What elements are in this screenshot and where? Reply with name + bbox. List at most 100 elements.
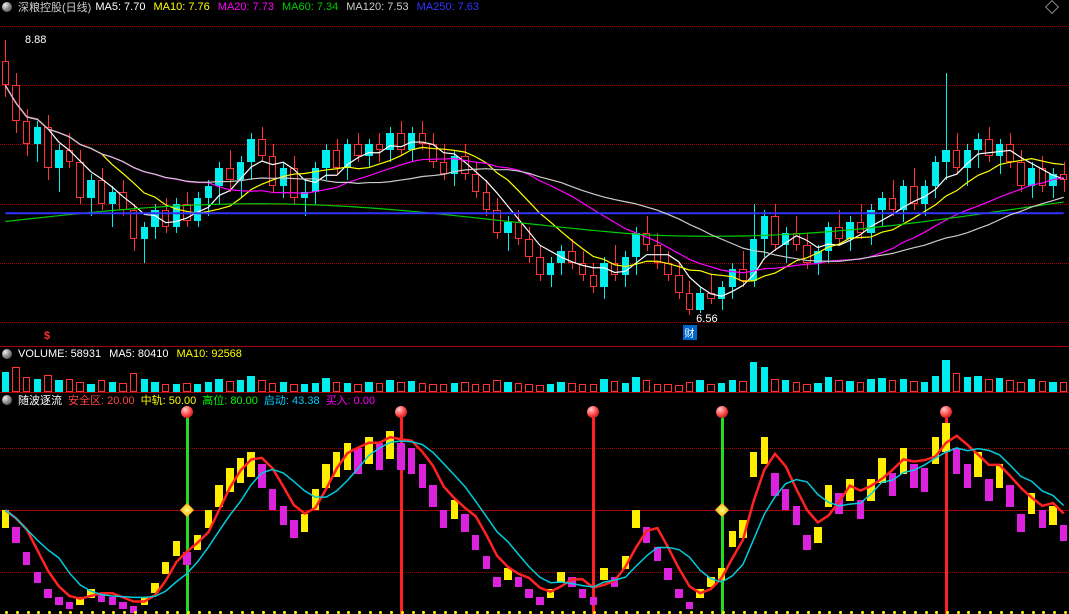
volume-bar bbox=[654, 384, 661, 392]
volume-chart-area[interactable] bbox=[0, 360, 1069, 392]
volume-bar bbox=[55, 380, 62, 392]
legend-item: MA5: 80410 bbox=[109, 348, 168, 360]
volume-bar bbox=[493, 380, 500, 392]
volume-bar bbox=[1060, 382, 1067, 392]
volume-bar bbox=[622, 383, 629, 392]
volume-bar bbox=[590, 384, 597, 392]
volume-bar bbox=[568, 383, 575, 392]
volume-bar bbox=[611, 381, 618, 392]
price-panel[interactable]: 深粮控股(日线) MA5: 7.70MA10: 7.76MA20: 7.73MA… bbox=[0, 0, 1069, 346]
indicator-toggle-icon[interactable] bbox=[2, 349, 12, 359]
legend-item: MA250: 7.63 bbox=[417, 1, 479, 13]
oscillator-panel[interactable]: 随波逐流安全区: 20.00中轨: 50.00高位: 80.00启动: 43.3… bbox=[0, 392, 1069, 614]
event-marker[interactable]: 财 bbox=[683, 325, 697, 340]
volume-bar bbox=[793, 382, 800, 392]
volume-bar bbox=[258, 380, 265, 392]
volume-bar bbox=[1039, 381, 1046, 392]
legend-item: MA60: 7.34 bbox=[282, 1, 338, 13]
volume-bar bbox=[386, 380, 393, 392]
volume-bar bbox=[910, 381, 917, 392]
volume-bar bbox=[729, 380, 736, 392]
volume-bar bbox=[857, 382, 864, 392]
volume-bar bbox=[525, 384, 532, 392]
volume-bar bbox=[900, 379, 907, 392]
volume-bar bbox=[397, 382, 404, 392]
nav-diamond-icon[interactable] bbox=[1045, 0, 1059, 14]
volume-bar bbox=[782, 380, 789, 392]
volume-bar bbox=[536, 385, 543, 392]
volume-bar bbox=[109, 382, 116, 392]
volume-bar bbox=[643, 380, 650, 392]
legend-item: MA10: 7.76 bbox=[153, 1, 209, 13]
volume-bar bbox=[12, 367, 19, 392]
volume-bar bbox=[878, 378, 885, 392]
volume-bar bbox=[632, 377, 639, 392]
indicator-toggle-icon[interactable] bbox=[2, 395, 12, 405]
volume-bar bbox=[205, 382, 212, 392]
volume-bar bbox=[942, 360, 949, 392]
volume-bar bbox=[739, 381, 746, 392]
volume-legend: VOLUME: 58931MA5: 80410MA10: 92568 bbox=[18, 348, 242, 360]
dollar-marker: $ bbox=[44, 330, 50, 342]
volume-bar bbox=[280, 382, 287, 392]
legend-item: VOLUME: 58931 bbox=[18, 348, 101, 360]
ma-legend: MA5: 7.70MA10: 7.76MA20: 7.73MA60: 7.34M… bbox=[95, 1, 479, 13]
legend-item: MA5: 7.70 bbox=[95, 1, 145, 13]
volume-bar bbox=[696, 380, 703, 392]
volume-bar bbox=[921, 382, 928, 392]
volume-bar bbox=[66, 379, 73, 392]
volume-bar bbox=[130, 373, 137, 392]
volume-bar bbox=[803, 384, 810, 392]
volume-bar bbox=[750, 362, 757, 392]
volume-bar bbox=[365, 382, 372, 392]
volume-bar bbox=[44, 375, 51, 392]
low-price-label: 6.56 bbox=[696, 313, 717, 325]
volume-bar bbox=[825, 377, 832, 392]
volume-bar bbox=[237, 380, 244, 392]
volume-bar bbox=[718, 383, 725, 392]
high-price-label: 8.88 bbox=[25, 34, 46, 46]
volume-bar bbox=[322, 378, 329, 392]
volume-bar bbox=[1006, 380, 1013, 392]
volume-bar bbox=[141, 379, 148, 392]
volume-bar bbox=[440, 384, 447, 392]
stock-title: 深粮控股(日线) bbox=[18, 0, 91, 15]
volume-bar bbox=[867, 379, 874, 392]
legend-item: MA120: 7.53 bbox=[346, 1, 408, 13]
volume-bar bbox=[664, 384, 671, 392]
volume-bar bbox=[226, 381, 233, 392]
oscillator-chart-area[interactable] bbox=[0, 406, 1069, 614]
volume-bar bbox=[557, 382, 564, 392]
volume-bar bbox=[98, 380, 105, 392]
price-chart-area[interactable]: 8.88 6.56 $ 财 bbox=[0, 14, 1069, 346]
volume-bar bbox=[1028, 379, 1035, 392]
volume-bar bbox=[761, 367, 768, 392]
volume-bar bbox=[451, 383, 458, 392]
volume-bar bbox=[1017, 382, 1024, 392]
volume-bar bbox=[151, 382, 158, 392]
volume-bar bbox=[76, 382, 83, 392]
volume-bar bbox=[814, 383, 821, 392]
volume-bar bbox=[504, 382, 511, 392]
volume-bar bbox=[600, 379, 607, 392]
volume-bar bbox=[579, 384, 586, 392]
oscillator-header: 随波逐流安全区: 20.00中轨: 50.00高位: 80.00启动: 43.3… bbox=[0, 392, 1069, 406]
indicator-toggle-icon[interactable] bbox=[2, 2, 12, 12]
volume-bar bbox=[889, 380, 896, 392]
volume-bar bbox=[974, 376, 981, 392]
volume-bar bbox=[547, 384, 554, 392]
volume-bar bbox=[2, 372, 9, 392]
volume-bar bbox=[771, 379, 778, 392]
volume-bar bbox=[686, 382, 693, 392]
volume-bar bbox=[1049, 382, 1056, 392]
volume-bar bbox=[461, 382, 468, 392]
volume-bar bbox=[429, 384, 436, 392]
volume-bar bbox=[707, 384, 714, 392]
volume-bar bbox=[953, 373, 960, 392]
volume-bar bbox=[247, 376, 254, 392]
price-header: 深粮控股(日线) MA5: 7.70MA10: 7.76MA20: 7.73MA… bbox=[0, 0, 1069, 14]
volume-panel[interactable]: VOLUME: 58931MA5: 80410MA10: 92568 bbox=[0, 346, 1069, 392]
volume-bar bbox=[964, 377, 971, 392]
volume-bar bbox=[996, 378, 1003, 392]
volume-bar bbox=[376, 383, 383, 392]
